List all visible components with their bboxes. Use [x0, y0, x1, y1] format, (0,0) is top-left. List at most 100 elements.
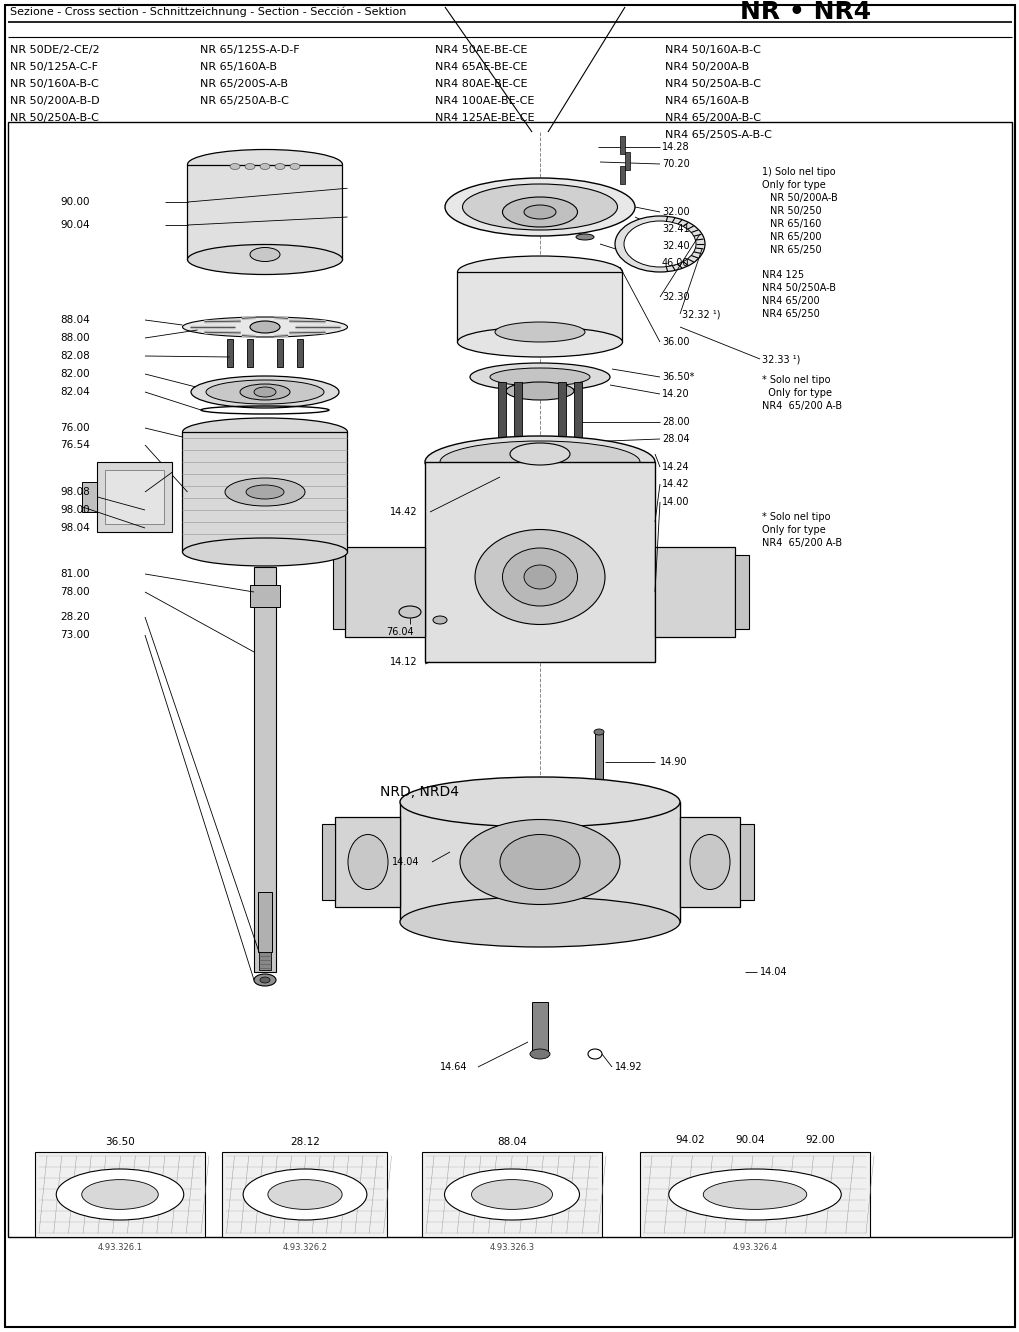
- Text: NR • NR4: NR • NR4: [739, 0, 870, 24]
- Bar: [422, 1152, 601, 1237]
- Bar: [322, 825, 334, 900]
- Text: NR4 65/250S-A-B-C: NR4 65/250S-A-B-C: [664, 131, 771, 140]
- Text: NR4 50/160A-B-C: NR4 50/160A-B-C: [664, 45, 760, 55]
- Bar: [227, 340, 232, 368]
- Bar: [654, 547, 735, 637]
- Ellipse shape: [510, 444, 570, 465]
- Text: Only for type: Only for type: [761, 525, 825, 535]
- Text: 82.04: 82.04: [60, 388, 90, 397]
- Text: Only for type: Only for type: [761, 388, 832, 398]
- Text: NR 50/160A-B-C: NR 50/160A-B-C: [10, 79, 99, 89]
- Ellipse shape: [593, 729, 603, 735]
- Bar: [735, 555, 748, 629]
- Text: 1) Solo nel tipo: 1) Solo nel tipo: [761, 166, 835, 177]
- Text: Only for type: Only for type: [761, 180, 825, 190]
- Text: NR4  65/200 A-B: NR4 65/200 A-B: [761, 401, 842, 412]
- Text: 88.04: 88.04: [60, 314, 90, 325]
- Circle shape: [455, 202, 464, 210]
- Text: 32.32 ¹): 32.32 ¹): [682, 309, 719, 318]
- Ellipse shape: [470, 364, 609, 392]
- Ellipse shape: [398, 606, 421, 618]
- Text: 28.04: 28.04: [661, 434, 689, 444]
- Text: 92.00: 92.00: [804, 1135, 834, 1146]
- Text: 14.00: 14.00: [661, 497, 689, 507]
- Ellipse shape: [260, 976, 270, 983]
- Text: 28.12: 28.12: [289, 1138, 320, 1147]
- Circle shape: [639, 557, 649, 567]
- Ellipse shape: [187, 149, 342, 180]
- Text: 98.08: 98.08: [60, 488, 90, 497]
- Text: 14.04: 14.04: [391, 856, 419, 867]
- Text: 28.20: 28.20: [60, 611, 90, 622]
- Circle shape: [589, 789, 599, 799]
- Ellipse shape: [254, 388, 276, 397]
- Circle shape: [485, 139, 493, 147]
- Ellipse shape: [530, 1050, 549, 1059]
- Text: 76.04: 76.04: [386, 627, 414, 637]
- Text: 88.04: 88.04: [496, 1138, 527, 1147]
- Text: NR 50DE/2-CE/2: NR 50DE/2-CE/2: [10, 45, 100, 55]
- Text: NR 65/250: NR 65/250: [769, 245, 821, 254]
- Bar: [98, 462, 172, 531]
- Text: 32.40: 32.40: [661, 241, 689, 250]
- Polygon shape: [254, 952, 276, 972]
- Bar: [8, 123, 1011, 1237]
- Text: 32.00: 32.00: [661, 206, 689, 217]
- Ellipse shape: [624, 221, 695, 266]
- Circle shape: [458, 180, 466, 188]
- Circle shape: [485, 152, 493, 160]
- Bar: [259, 952, 271, 970]
- Ellipse shape: [182, 418, 347, 446]
- Text: 14.20: 14.20: [661, 389, 689, 400]
- Text: NR4 65/200: NR4 65/200: [761, 296, 819, 306]
- Text: 82.08: 82.08: [60, 352, 90, 361]
- Text: * Solo nel tipo: * Solo nel tipo: [761, 376, 829, 385]
- Circle shape: [535, 228, 543, 236]
- Circle shape: [615, 202, 624, 210]
- Bar: [277, 340, 282, 368]
- Text: NR4 125AE-BE-CE: NR4 125AE-BE-CE: [434, 113, 534, 123]
- Ellipse shape: [458, 256, 622, 288]
- Ellipse shape: [260, 164, 270, 169]
- Circle shape: [517, 166, 525, 174]
- Ellipse shape: [425, 797, 654, 848]
- Text: NR 65/250A-B-C: NR 65/250A-B-C: [200, 96, 288, 107]
- Ellipse shape: [433, 615, 446, 623]
- Ellipse shape: [524, 205, 555, 218]
- Circle shape: [480, 457, 489, 468]
- Ellipse shape: [243, 1169, 367, 1220]
- Bar: [258, 892, 272, 952]
- Text: 4.93.326.3: 4.93.326.3: [489, 1243, 534, 1252]
- Bar: [187, 164, 342, 260]
- Bar: [83, 482, 98, 511]
- Bar: [620, 166, 625, 184]
- Text: NR4 125: NR4 125: [761, 270, 803, 280]
- Circle shape: [479, 185, 487, 193]
- Bar: [222, 1152, 387, 1237]
- Ellipse shape: [191, 376, 338, 408]
- Text: 14.42: 14.42: [389, 507, 417, 517]
- Text: 36.00: 36.00: [661, 337, 689, 348]
- Ellipse shape: [347, 835, 387, 890]
- Bar: [532, 1002, 547, 1052]
- Bar: [247, 340, 253, 368]
- Text: NR 65/200: NR 65/200: [769, 232, 820, 242]
- Ellipse shape: [502, 197, 577, 226]
- Text: NR4 50/250A-B-C: NR4 50/250A-B-C: [664, 79, 760, 89]
- Ellipse shape: [452, 802, 627, 842]
- Bar: [594, 733, 602, 802]
- Text: 32.30: 32.30: [661, 292, 689, 302]
- Text: 36.50: 36.50: [105, 1138, 135, 1147]
- Circle shape: [500, 135, 508, 143]
- Bar: [425, 462, 654, 662]
- Circle shape: [449, 457, 460, 468]
- Ellipse shape: [225, 478, 305, 506]
- Ellipse shape: [462, 184, 616, 230]
- Text: 76.54: 76.54: [60, 440, 90, 450]
- Text: * Solo nel tipo: * Solo nel tipo: [761, 511, 829, 522]
- Text: 4.93.326.1: 4.93.326.1: [98, 1243, 143, 1252]
- Circle shape: [535, 178, 543, 186]
- Text: NR4 65/160A-B: NR4 65/160A-B: [664, 96, 748, 107]
- Bar: [182, 432, 347, 551]
- Ellipse shape: [239, 384, 289, 400]
